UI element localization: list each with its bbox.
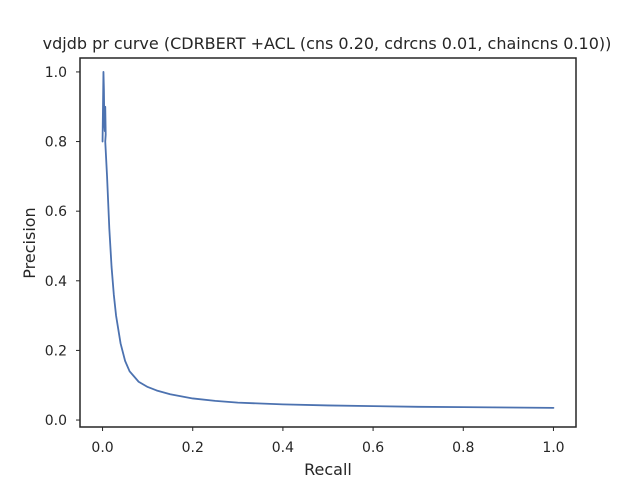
x-axis: 0.0 0.2 0.4 0.6 0.8 1.0	[91, 427, 565, 456]
x-tick-label: 1.0	[542, 440, 564, 456]
x-tick-label: 0.6	[362, 440, 384, 456]
x-tick-label: 0.4	[272, 440, 294, 456]
y-tick-label: 1.0	[45, 65, 67, 81]
x-tick-label: 0.2	[182, 440, 204, 456]
x-tick-label: 0.8	[452, 440, 474, 456]
y-tick-label: 0.0	[45, 413, 67, 429]
plot-frame	[79, 57, 577, 428]
y-tick-label: 0.2	[45, 343, 67, 359]
pr-curve-line-0	[101, 71, 555, 409]
y-axis: 0.0 0.2 0.4 0.6 0.8 1.0	[45, 65, 80, 429]
x-tick-label: 0.0	[91, 440, 113, 456]
y-tick-label: 0.8	[45, 135, 67, 151]
plot-area	[101, 71, 555, 409]
y-tick-label: 0.4	[45, 274, 67, 290]
x-axis-label: Recall	[304, 460, 352, 479]
y-tick-label: 0.6	[45, 204, 67, 220]
y-axis-label: Precision	[20, 207, 39, 278]
chart-title: vdjdb pr curve (CDRBERT +ACL (cns 0.20, …	[43, 34, 612, 53]
